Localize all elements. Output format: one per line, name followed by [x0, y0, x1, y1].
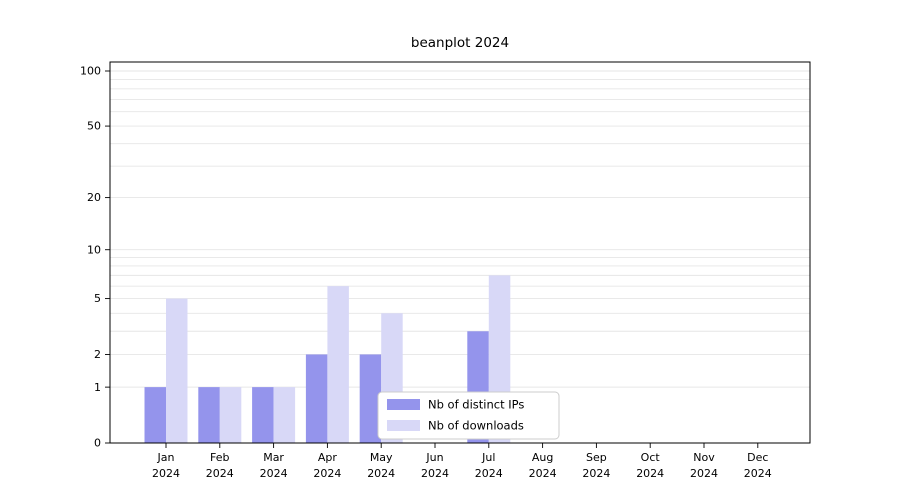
bar-ips-mar	[252, 387, 274, 443]
y-tick-label: 20	[87, 191, 101, 204]
x-tick-label-year: 2024	[421, 467, 449, 480]
legend-label: Nb of downloads	[428, 418, 524, 432]
x-tick-label-month: Mar	[263, 451, 284, 464]
x-tick-label-year: 2024	[152, 467, 180, 480]
bar-downloads-feb	[219, 387, 242, 443]
bar-ips-feb	[198, 387, 220, 443]
bar-downloads-mar	[273, 387, 296, 443]
x-tick-label-month: Nov	[693, 451, 715, 464]
x-tick-label-month: Jan	[157, 451, 175, 464]
bar-downloads-jan	[166, 298, 188, 443]
chart-title: beanplot 2024	[411, 35, 509, 51]
x-tick-label-year: 2024	[636, 467, 664, 480]
x-tick-label-month: Jun	[425, 451, 443, 464]
x-tick-label-year: 2024	[529, 467, 557, 480]
x-tick-label-year: 2024	[260, 467, 288, 480]
y-tick-label: 50	[87, 120, 101, 133]
legend-swatch	[387, 399, 420, 410]
legend-label: Nb of distinct IPs	[428, 397, 524, 411]
x-tick-label-month: Oct	[641, 451, 661, 464]
bar-ips-jan	[144, 387, 166, 443]
x-tick-label-year: 2024	[690, 467, 718, 480]
x-tick-label-month: Jul	[481, 451, 495, 464]
legend: Nb of distinct IPs Nb of downloads	[377, 391, 560, 440]
y-tick-label: 5	[94, 292, 101, 305]
y-tick-label: 2	[94, 348, 101, 361]
bar-ips-may	[359, 354, 382, 443]
bar-downloads-apr	[327, 286, 349, 443]
x-tick-label-year: 2024	[744, 467, 772, 480]
bar-ips-apr	[305, 354, 328, 443]
x-tick-label-year: 2024	[206, 467, 234, 480]
x-tick-label-month: Apr	[318, 451, 338, 464]
x-tick-label-month: May	[370, 451, 393, 464]
y-tick-label: 10	[87, 243, 101, 256]
x-tick-label-year: 2024	[582, 467, 610, 480]
x-tick-label-month: Feb	[210, 451, 229, 464]
x-tick-label-month: Dec	[747, 451, 768, 464]
legend-box	[377, 391, 560, 440]
y-tick-label: 1	[94, 381, 101, 394]
plot-border	[109, 61, 811, 444]
x-tick-label-year: 2024	[313, 467, 341, 480]
legend-swatch	[387, 420, 420, 431]
y-tick-label: 100	[80, 65, 101, 78]
x-tick-label-month: Aug	[532, 451, 553, 464]
chart-content: 0 1 2 5 10 20 50 100 Jan 2024 Feb 2024 Mar 2024 Apr 202…	[80, 61, 811, 480]
y-tick-label: 0	[94, 437, 101, 450]
x-tick-label-year: 2024	[475, 467, 503, 480]
x-tick-label-month: Sep	[586, 451, 607, 464]
x-tick-label-year: 2024	[367, 467, 395, 480]
